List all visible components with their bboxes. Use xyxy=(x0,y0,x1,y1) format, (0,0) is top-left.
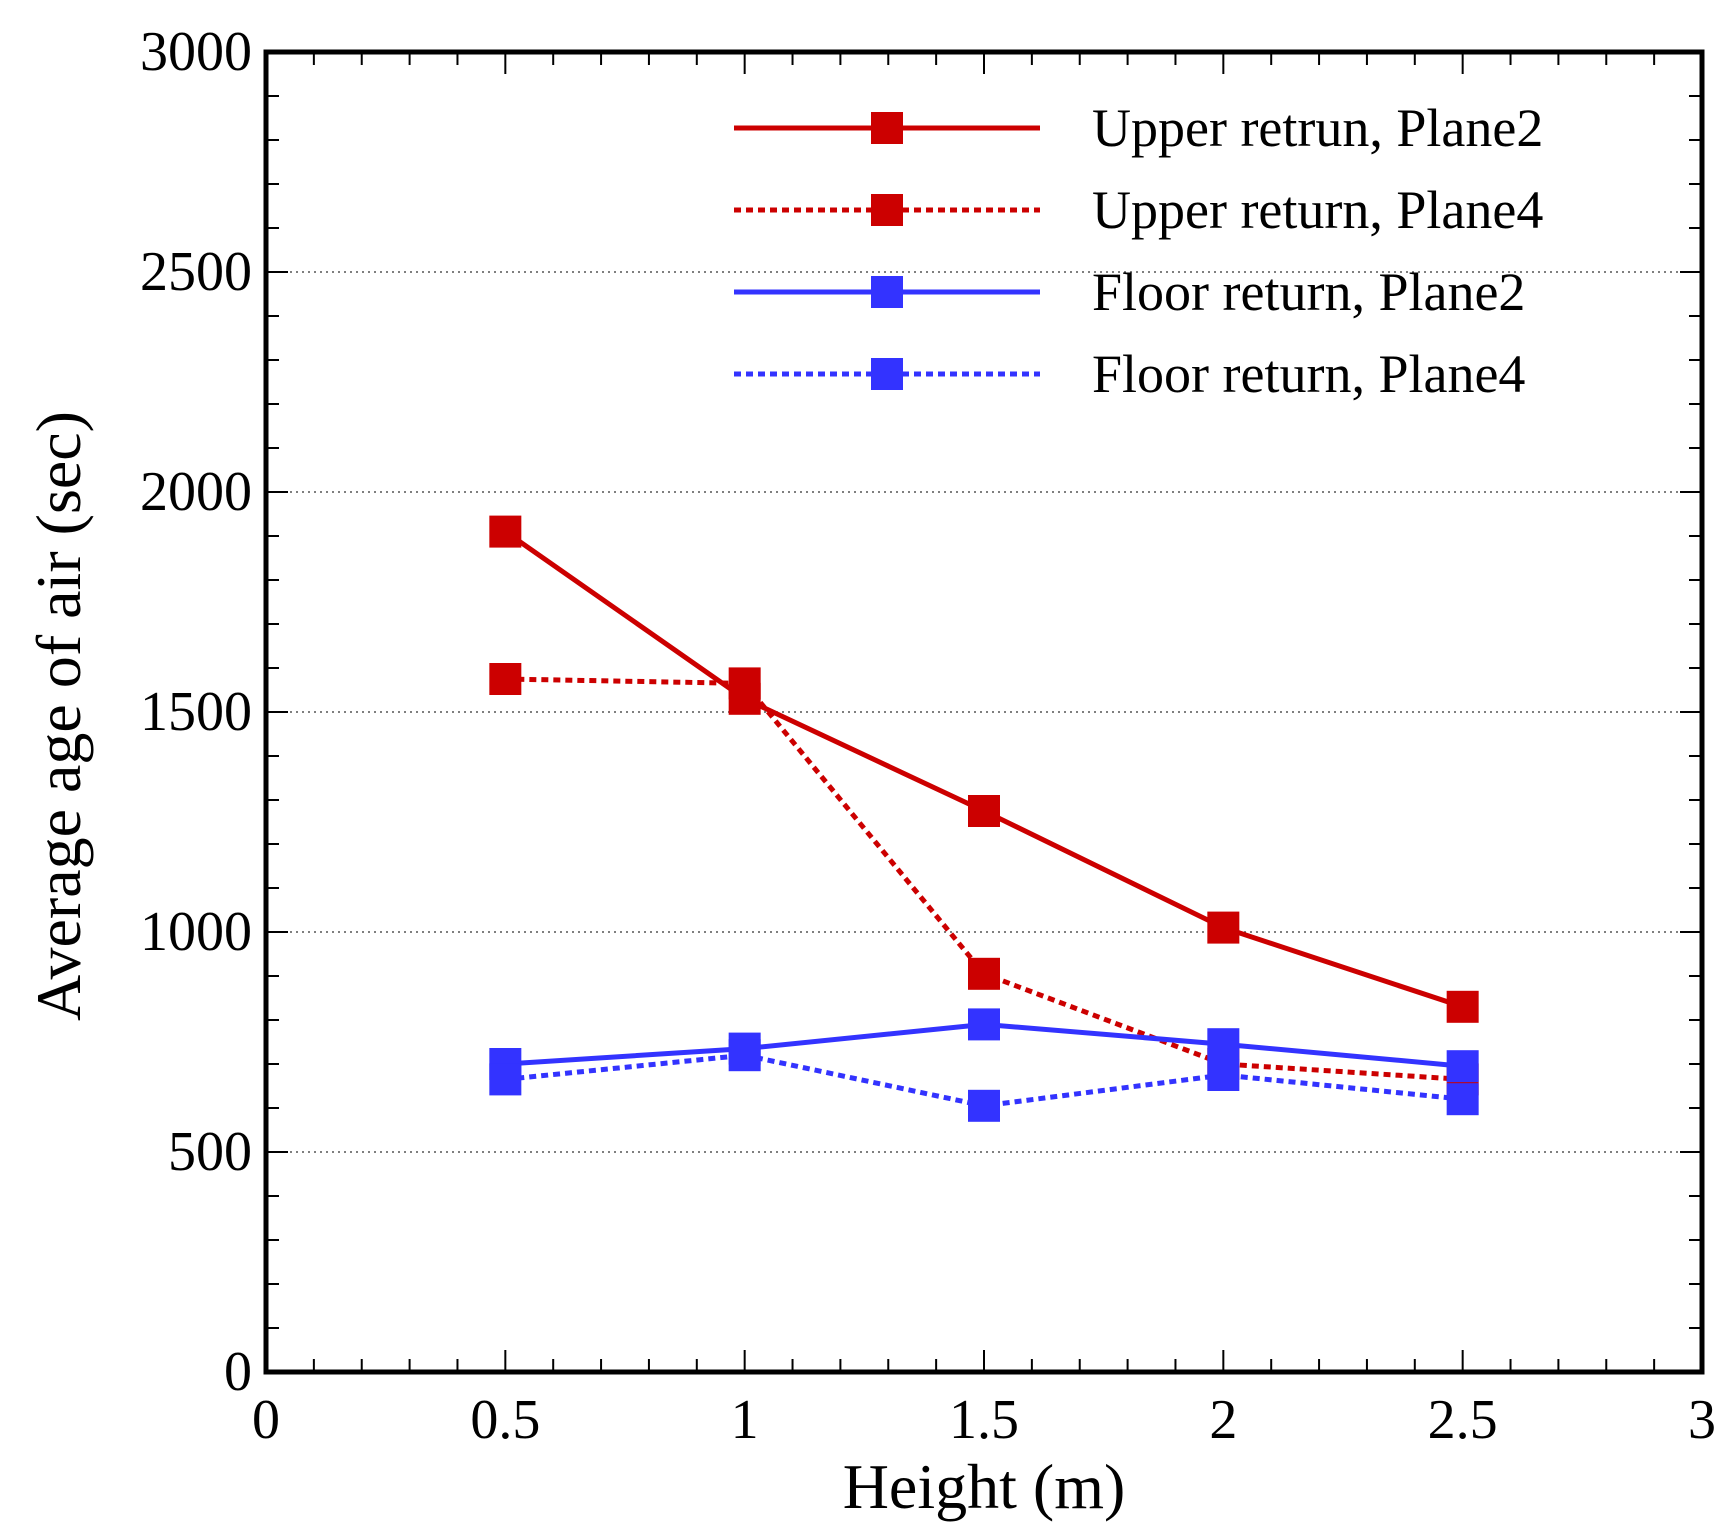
data-point xyxy=(489,515,522,548)
data-point xyxy=(968,1008,1000,1041)
data-point xyxy=(489,663,522,695)
legend: Upper retrun, Plane2 Upper return, Plane4… xyxy=(734,98,1543,404)
y-tick-label: 2000 xyxy=(140,461,252,523)
y-tick-label: 500 xyxy=(168,1121,252,1183)
y-tick-label: 2500 xyxy=(140,241,252,303)
x-tick-label: 2.5 xyxy=(1428,1389,1498,1451)
legend-label: Upper retrun, Plane2 xyxy=(1092,98,1543,158)
y-tick-label: 1500 xyxy=(140,681,252,743)
x-tick-label: 3 xyxy=(1688,1389,1716,1451)
x-axis-label: Height (m) xyxy=(843,1451,1126,1522)
x-tick-label: 0 xyxy=(252,1389,280,1451)
x-tick-label: 0.5 xyxy=(470,1389,540,1451)
legend-label: Floor return, Plane2 xyxy=(1092,262,1525,322)
data-point xyxy=(1207,1059,1240,1091)
data-point xyxy=(489,1063,522,1096)
legend-marker xyxy=(871,194,903,226)
series-line xyxy=(503,529,1464,1010)
data-point xyxy=(1446,1083,1479,1116)
data-point xyxy=(1207,911,1240,944)
y-axis-label: Average age of air (sec) xyxy=(23,411,94,1021)
legend-marker xyxy=(871,358,903,390)
legend-label: Upper return, Plane4 xyxy=(1092,180,1543,240)
data-point xyxy=(1207,1028,1240,1061)
data-point xyxy=(968,795,1000,827)
legend-marker xyxy=(871,276,903,308)
data-point xyxy=(1446,990,1479,1023)
plot-frame xyxy=(263,49,1705,1375)
y-tick-label: 1000 xyxy=(140,901,252,963)
data-point xyxy=(1446,1050,1479,1083)
data-point xyxy=(728,667,761,700)
data-point xyxy=(968,1089,1000,1122)
y-tick-label: 3000 xyxy=(140,21,252,83)
data-point xyxy=(968,957,1000,990)
data-point xyxy=(728,1039,761,1072)
axis-ticks: 0 500 1000 1500 2000 2500 3000 0 0.5 1 1.5 2 2.5 3 xyxy=(140,21,1716,1451)
legend-label: Floor return, Plane4 xyxy=(1092,344,1525,404)
legend-marker xyxy=(871,112,903,144)
x-tick-label: 2 xyxy=(1209,1389,1237,1451)
plot-series xyxy=(489,515,1479,1122)
x-tick-label: 1 xyxy=(731,1389,759,1451)
plot-border xyxy=(263,49,1705,1375)
x-tick-label: 1.5 xyxy=(949,1389,1019,1451)
y-tick-label: 0 xyxy=(224,1341,252,1403)
